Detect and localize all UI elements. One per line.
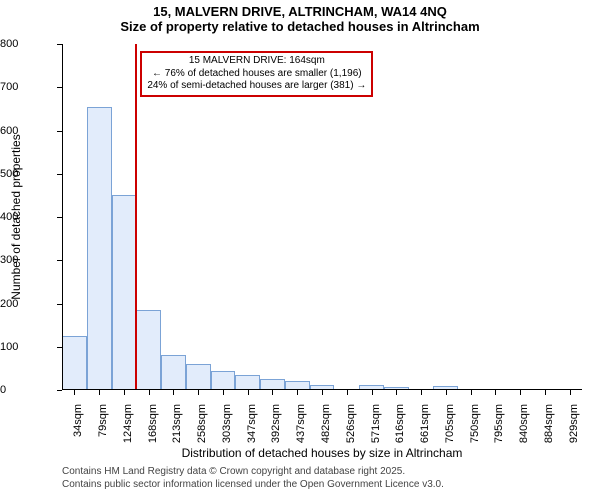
annotation-line-1: 15 MALVERN DRIVE: 164sqm (147, 55, 366, 68)
x-tick-label: 124sqm (122, 404, 134, 443)
x-tick-label: 482sqm (320, 404, 332, 443)
x-tick-mark (545, 390, 546, 395)
y-tick-mark (57, 390, 62, 391)
x-tick-mark (124, 390, 125, 395)
x-tick-label: 750sqm (469, 404, 481, 443)
x-tick-label: 840sqm (518, 404, 530, 443)
x-tick-mark (570, 390, 571, 395)
histogram-bar (136, 310, 161, 390)
y-tick-label: 700 (0, 81, 56, 93)
y-tick-mark (57, 304, 62, 305)
annotation-box: 15 MALVERN DRIVE: 164sqm← 76% of detache… (140, 51, 373, 97)
x-tick-mark (149, 390, 150, 395)
property-marker-line (135, 44, 137, 390)
footer-line-1: Contains HM Land Registry data © Crown c… (62, 466, 444, 479)
x-tick-mark (248, 390, 249, 395)
plot-area: 15 MALVERN DRIVE: 164sqm← 76% of detache… (62, 44, 582, 390)
footer-line-2: Contains public sector information licen… (62, 479, 444, 492)
annotation-line-3: 24% of semi-detached houses are larger (… (147, 80, 366, 93)
chart-title-line1: 15, MALVERN DRIVE, ALTRINCHAM, WA14 4NQ (0, 0, 600, 19)
x-tick-label: 213sqm (171, 404, 183, 443)
y-tick-mark (57, 217, 62, 218)
x-tick-label: 168sqm (147, 404, 159, 443)
x-tick-label: 258sqm (196, 404, 208, 443)
histogram-bar (161, 355, 186, 390)
x-tick-label: 79sqm (97, 404, 109, 437)
y-tick-label: 100 (0, 341, 56, 353)
y-tick-mark (57, 87, 62, 88)
chart-title-line2: Size of property relative to detached ho… (0, 19, 600, 34)
x-tick-mark (198, 390, 199, 395)
y-tick-mark (57, 44, 62, 45)
x-tick-mark (173, 390, 174, 395)
x-tick-label: 303sqm (221, 404, 233, 443)
x-tick-mark (322, 390, 323, 395)
y-axis-label: Number of detached properties (9, 134, 23, 299)
x-tick-mark (446, 390, 447, 395)
y-tick-mark (57, 260, 62, 261)
histogram-bar (112, 195, 137, 390)
x-tick-mark (272, 390, 273, 395)
y-tick-mark (57, 174, 62, 175)
x-tick-label: 705sqm (444, 404, 456, 443)
x-axis-label: Distribution of detached houses by size … (182, 446, 463, 460)
y-axis-line (62, 44, 63, 390)
y-tick-mark (57, 131, 62, 132)
x-tick-mark (223, 390, 224, 395)
x-tick-label: 795sqm (493, 404, 505, 443)
x-tick-label: 616sqm (394, 404, 406, 443)
x-tick-label: 929sqm (568, 404, 580, 443)
y-tick-mark (57, 347, 62, 348)
x-tick-label: 347sqm (246, 404, 258, 443)
x-tick-label: 571sqm (370, 404, 382, 443)
x-tick-label: 661sqm (419, 404, 431, 443)
histogram-bar (62, 336, 87, 390)
x-tick-label: 884sqm (543, 404, 555, 443)
x-tick-mark (372, 390, 373, 395)
y-tick-label: 800 (0, 38, 56, 50)
histogram-bar (186, 364, 211, 390)
x-tick-mark (74, 390, 75, 395)
annotation-line-2: ← 76% of detached houses are smaller (1,… (147, 68, 366, 81)
x-tick-mark (99, 390, 100, 395)
x-tick-mark (396, 390, 397, 395)
histogram-bar (87, 107, 112, 390)
x-tick-mark (520, 390, 521, 395)
x-tick-mark (495, 390, 496, 395)
x-tick-mark (421, 390, 422, 395)
footer-attribution: Contains HM Land Registry data © Crown c… (62, 466, 444, 491)
histogram-bar (211, 371, 236, 390)
x-tick-label: 34sqm (72, 404, 84, 437)
x-tick-mark (347, 390, 348, 395)
x-tick-label: 526sqm (345, 404, 357, 443)
y-tick-label: 0 (0, 384, 56, 396)
histogram-bar (235, 375, 260, 390)
x-tick-label: 437sqm (295, 404, 307, 443)
x-tick-mark (471, 390, 472, 395)
x-tick-label: 392sqm (270, 404, 282, 443)
x-tick-mark (297, 390, 298, 395)
